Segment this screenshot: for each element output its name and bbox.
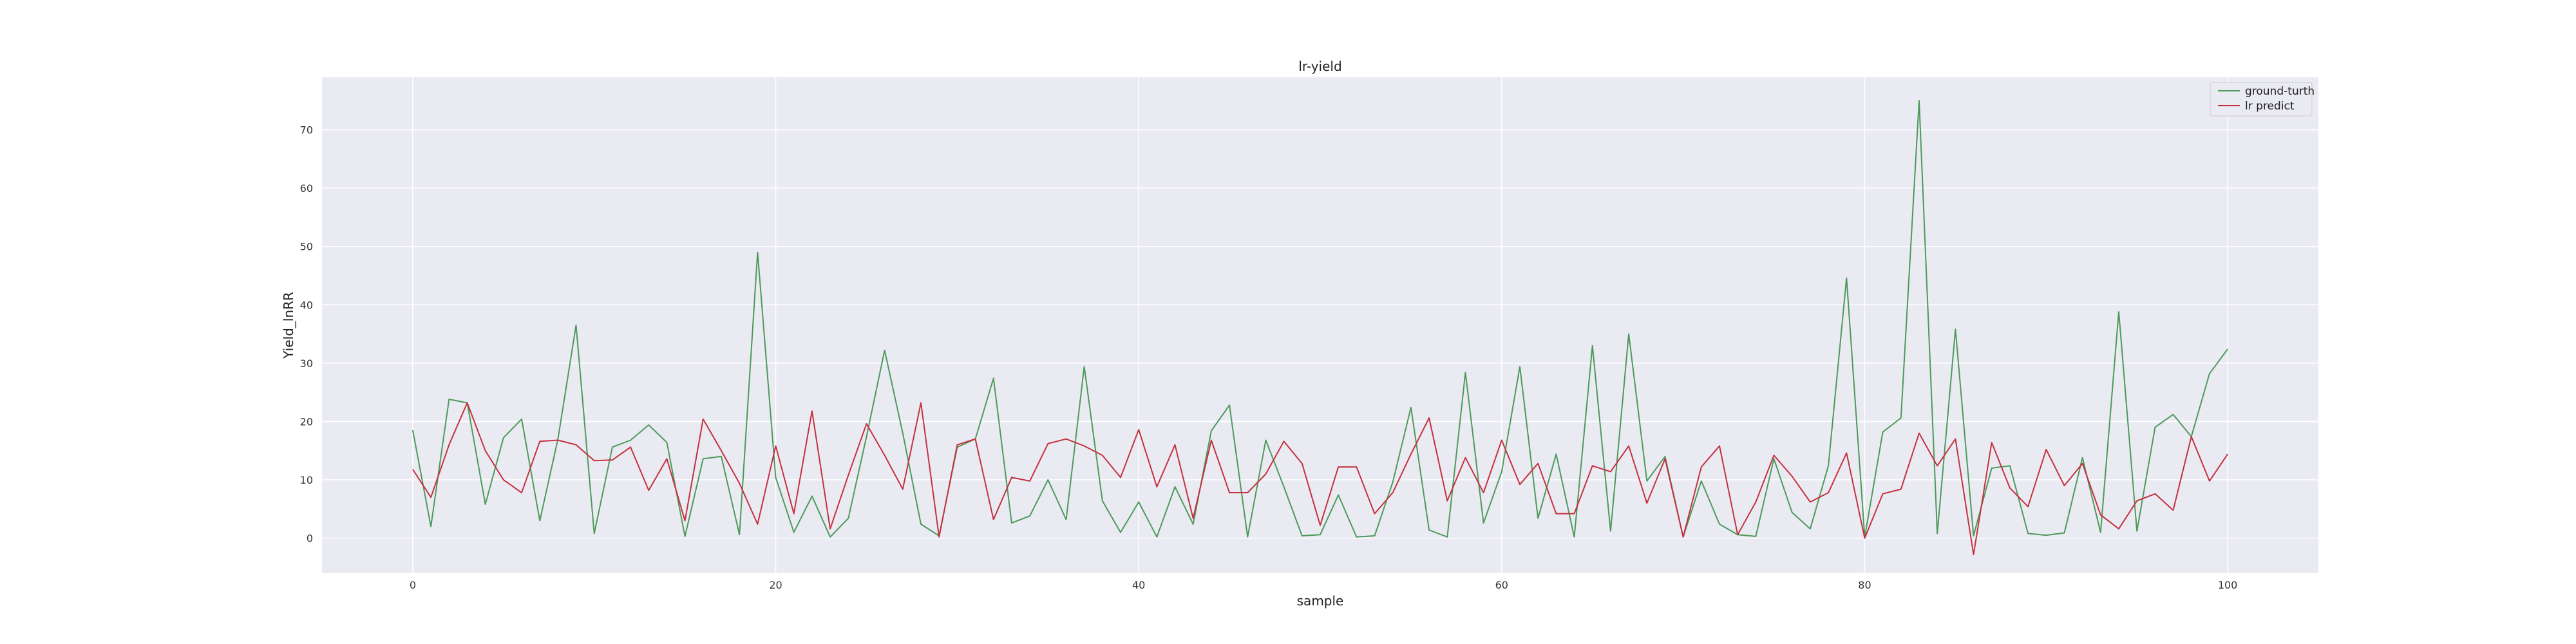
y-axis-label: Yield_lnRR — [281, 292, 296, 359]
x-tick-label: 60 — [1495, 579, 1508, 591]
y-tick-label: 50 — [300, 241, 313, 253]
x-tick-label: 40 — [1132, 579, 1145, 591]
series-line-lr-predict — [412, 402, 2228, 555]
x-tick-label: 80 — [1858, 579, 1871, 591]
x-axis-label: sample — [1297, 593, 1344, 609]
series-lines — [412, 100, 2228, 555]
y-tick-label: 0 — [307, 533, 313, 545]
tick-labels: 0 20 40 60 80 100 0 10 20 30 40 50 60 70 — [300, 124, 2238, 591]
x-tick-label: 0 — [410, 579, 416, 591]
legend-ground-label: ground-turth — [2245, 85, 2315, 98]
y-tick-label: 20 — [300, 415, 313, 428]
y-tick-label: 10 — [300, 474, 313, 486]
y-tick-label: 30 — [300, 357, 313, 370]
legend: ground-turth lr predict — [2210, 82, 2315, 117]
y-tick-label: 60 — [300, 182, 313, 194]
chart-title: lr-yield — [1298, 59, 1341, 74]
y-tick-label: 70 — [300, 124, 313, 137]
legend-predict-label: lr predict — [2245, 100, 2295, 113]
x-tick-label: 20 — [769, 579, 782, 591]
series-line-ground-turth — [412, 100, 2228, 538]
x-tick-label: 100 — [2218, 579, 2238, 591]
y-tick-label: 40 — [300, 299, 313, 311]
